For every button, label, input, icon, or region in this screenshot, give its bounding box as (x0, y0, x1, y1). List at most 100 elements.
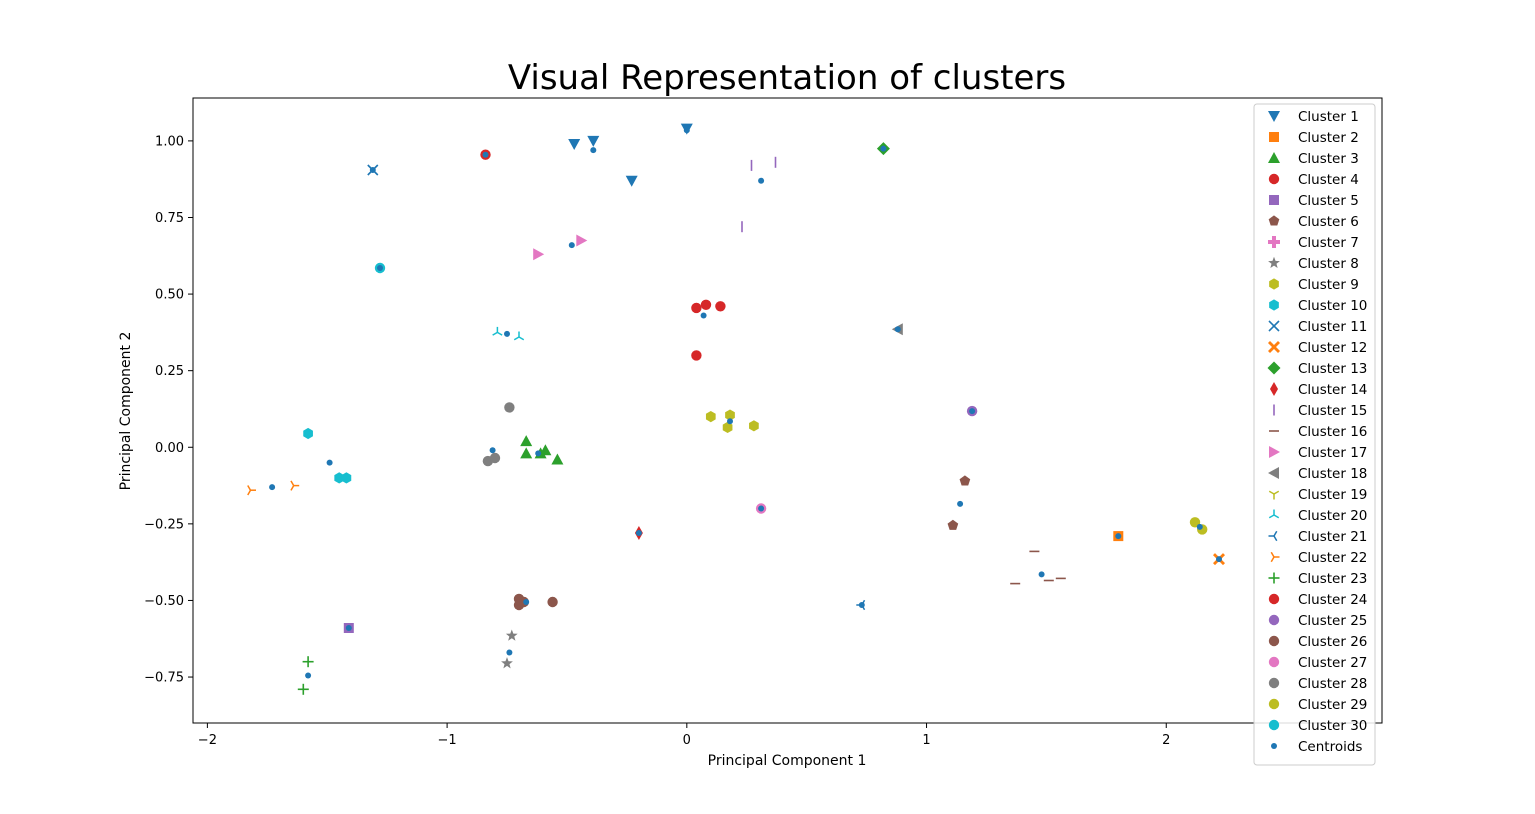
cluster-26-point (547, 596, 558, 608)
legend-marker (1269, 132, 1279, 142)
legend-marker (1268, 341, 1280, 353)
legend-item: Cluster 9 (1269, 277, 1359, 293)
legend-label: Cluster 11 (1298, 319, 1367, 335)
legend-label: Centroids (1298, 739, 1362, 755)
legend-marker (1269, 278, 1279, 290)
cluster-10-point (303, 427, 313, 440)
legend-item: Cluster 27 (1268, 655, 1367, 671)
legend-marker (1268, 677, 1280, 689)
legend-item: Centroids (1271, 739, 1362, 755)
centroid-point (1038, 571, 1045, 578)
plot-frame (192, 97, 1383, 724)
legend-label: Cluster 16 (1298, 424, 1367, 440)
legend-marker (1269, 195, 1279, 205)
legend-label: Cluster 21 (1298, 529, 1367, 545)
centroid-point (727, 418, 733, 425)
legend-label: Cluster 27 (1298, 655, 1367, 671)
legend-marker (1268, 530, 1278, 542)
legend-label: Cluster 25 (1298, 613, 1367, 629)
centroid-point (269, 484, 276, 491)
legend-item: Cluster 13 (1267, 361, 1367, 377)
legend-marker (1268, 111, 1280, 122)
centroid-point (590, 147, 597, 154)
cluster-20-point (492, 326, 503, 336)
legend-label: Cluster 15 (1298, 403, 1367, 419)
cluster-23-point (297, 683, 309, 695)
legend-marker (1268, 173, 1280, 185)
legend-item: Cluster 5 (1269, 193, 1359, 209)
centroid-point (1196, 523, 1203, 530)
legend-marker (1270, 551, 1280, 563)
x-axis-label: Principal Component 1 (708, 753, 867, 769)
legend-marker (1268, 698, 1280, 710)
cluster-24-point (700, 299, 712, 310)
cluster-3-point (539, 444, 552, 456)
legend-label: Cluster 6 (1298, 214, 1359, 230)
legend-item: Cluster 25 (1268, 613, 1367, 629)
legend-marker (1269, 446, 1280, 458)
legend-label: Cluster 20 (1298, 508, 1367, 524)
legend-marker (1268, 320, 1280, 332)
legend-label: Cluster 7 (1298, 235, 1359, 251)
cluster-17-point (533, 248, 545, 261)
legend-item: Cluster 3 (1268, 151, 1359, 167)
legend-item: Cluster 10 (1269, 298, 1367, 314)
cluster-24-point (691, 350, 702, 361)
centroid-point (880, 145, 887, 152)
legend-item: Cluster 22 (1270, 550, 1367, 566)
legend-label: Cluster 18 (1298, 466, 1367, 482)
cluster-9-point (749, 420, 759, 432)
legend-marker (1268, 656, 1280, 668)
legend-marker (1270, 382, 1278, 396)
centroid-point (326, 459, 333, 466)
centroid-point (482, 151, 489, 158)
legend-marker (1268, 256, 1280, 269)
legend-item: Cluster 26 (1268, 634, 1367, 650)
legend-marker (1268, 152, 1280, 163)
cluster-8-point (505, 629, 518, 641)
cluster-22-point (290, 480, 300, 491)
legend-label: Cluster 12 (1298, 340, 1367, 356)
cluster-9-point (705, 411, 716, 423)
centroid-point (894, 326, 901, 333)
legend-item: Cluster 21 (1268, 529, 1367, 545)
legend-item: Cluster 8 (1268, 256, 1359, 272)
centroid-point (489, 447, 496, 454)
cluster-3-point (520, 435, 533, 447)
legend-item: Cluster 15 (1273, 403, 1367, 419)
y-tick-label: −0.50 (144, 594, 184, 609)
x-tick-label: 2 (1162, 733, 1170, 748)
legend-label: Cluster 19 (1298, 487, 1367, 503)
cluster-10-point (341, 472, 352, 484)
centroid-point (758, 505, 765, 512)
centroid-point (369, 167, 376, 173)
legend-item: Cluster 30 (1268, 718, 1367, 734)
chart-title: Visual Representation of clusters (508, 58, 1066, 98)
legend-item: Cluster 23 (1268, 571, 1367, 587)
legend-label: Cluster 28 (1298, 676, 1367, 692)
cluster-22-point (247, 485, 256, 496)
cluster-28-point (504, 402, 515, 413)
legend: Cluster 1 Cluster 2 Cluster 3 Cluster 4 Clus… (1253, 103, 1376, 766)
y-tick-label: 1.00 (155, 134, 184, 149)
legend-label: Cluster 23 (1298, 571, 1367, 587)
legend-marker (1268, 509, 1280, 519)
y-tick-label: 0.00 (155, 441, 184, 456)
legend-marker (1268, 467, 1279, 479)
cluster-6-point (947, 519, 959, 530)
cluster-24-point (715, 301, 726, 312)
y-tick-label: −0.75 (144, 671, 184, 686)
legend-item: Cluster 29 (1268, 697, 1367, 713)
centroid-point (345, 625, 352, 631)
cluster-3-point (520, 447, 533, 459)
y-tick-label: −0.25 (144, 517, 184, 532)
legend-label: Cluster 13 (1298, 361, 1367, 377)
cluster-8-point (501, 657, 513, 669)
y-tick-label: 0.75 (155, 211, 184, 226)
centroid-point (635, 530, 642, 536)
legend-label: Cluster 14 (1298, 382, 1367, 398)
legend-label: Cluster 8 (1298, 256, 1359, 272)
centroid-point (858, 602, 865, 608)
centroid-point (700, 312, 707, 319)
